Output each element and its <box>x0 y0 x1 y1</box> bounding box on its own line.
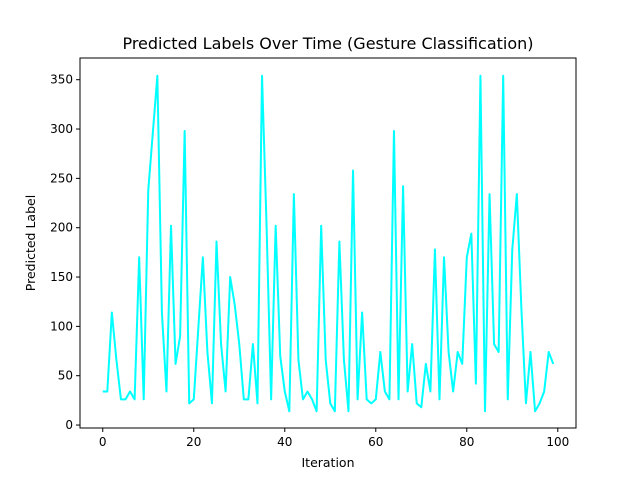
series-line <box>102 74 555 413</box>
x-tick-label: 0 <box>99 435 107 449</box>
x-tick-label: 100 <box>546 435 569 449</box>
y-axis-label: Predicted Label <box>23 195 38 291</box>
x-tick-label: 60 <box>368 435 383 449</box>
x-tick-label: 20 <box>186 435 201 449</box>
plot-area <box>102 74 555 413</box>
y-axis: 0 50 100 150 200 250 300 350 <box>50 73 80 432</box>
x-axis-label: Iteration <box>301 455 354 470</box>
axes-frame <box>79 57 577 429</box>
y-tick-label: 100 <box>50 319 73 333</box>
y-tick-label: 250 <box>50 171 73 185</box>
y-tick-label: 150 <box>50 270 73 284</box>
y-tick-label: 0 <box>65 418 73 432</box>
y-tick-label: 50 <box>58 369 73 383</box>
x-tick-label: 40 <box>277 435 292 449</box>
x-tick-label: 80 <box>459 435 474 449</box>
y-tick-label: 350 <box>50 73 73 87</box>
y-tick-label: 300 <box>50 122 73 136</box>
x-axis: 0 20 40 60 80 100 <box>99 428 569 449</box>
chart-title: Predicted Labels Over Time (Gesture Clas… <box>122 34 533 53</box>
y-tick-label: 200 <box>50 221 73 235</box>
